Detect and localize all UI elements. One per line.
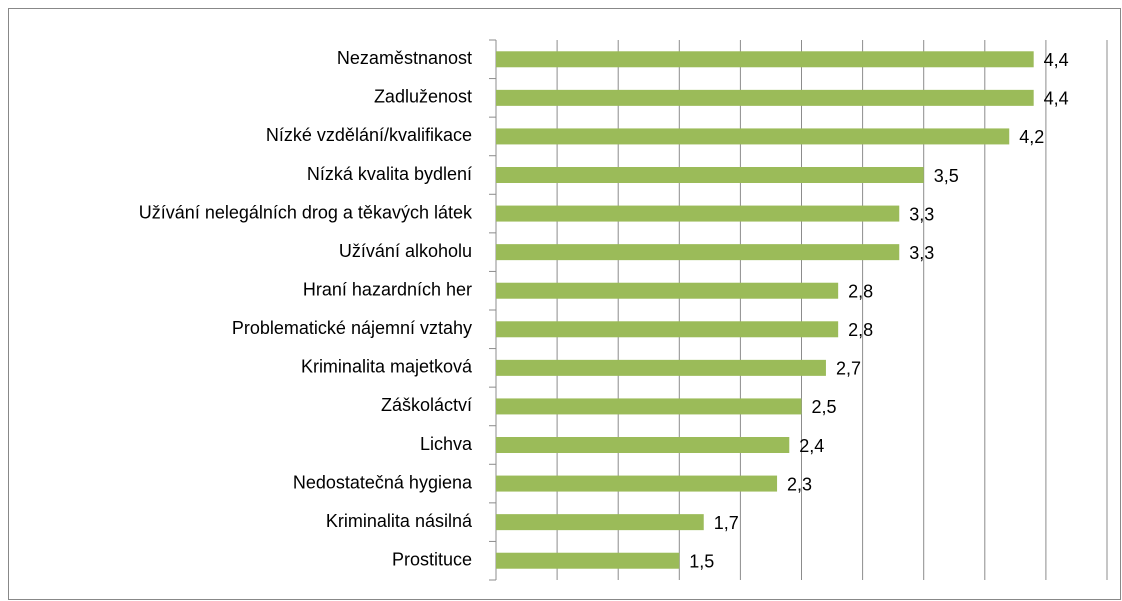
chart-border xyxy=(8,8,1121,600)
y-tick-label: Záškoláctví xyxy=(381,395,472,415)
value-label: 1,7 xyxy=(714,513,739,533)
bar xyxy=(496,205,900,222)
bar xyxy=(496,475,778,492)
value-label: 3,3 xyxy=(909,204,934,224)
bar xyxy=(496,321,839,338)
bar xyxy=(496,552,680,569)
y-tick-label: Lichva xyxy=(420,434,473,454)
value-label: 4,4 xyxy=(1044,50,1069,70)
y-tick-label: Zadluženost xyxy=(374,87,472,107)
bar xyxy=(496,89,1034,106)
y-tick-label: Hraní hazardních her xyxy=(303,279,472,299)
y-tick-label: Nezaměstnanost xyxy=(337,48,472,68)
y-tick-label: Problematické nájemní vztahy xyxy=(232,318,472,338)
y-tick-label: Nedostatečná hygiena xyxy=(293,472,473,492)
y-tick-label: Kriminalita násilná xyxy=(326,511,473,531)
y-tick-label: Užívání alkoholu xyxy=(339,241,472,261)
value-label: 2,5 xyxy=(812,397,837,417)
bar xyxy=(496,128,1010,145)
bar xyxy=(496,244,900,261)
y-tick-label: Prostituce xyxy=(392,549,472,569)
bar xyxy=(496,514,704,531)
y-tick-label: Nízká kvalita bydlení xyxy=(307,164,472,184)
y-tick-label: Kriminalita majetková xyxy=(301,357,473,377)
bar xyxy=(496,398,802,415)
value-label: 1,5 xyxy=(689,551,714,571)
value-label: 2,4 xyxy=(799,436,824,456)
value-label: 2,7 xyxy=(836,359,861,379)
value-label: 4,2 xyxy=(1019,127,1044,147)
bar xyxy=(496,282,839,299)
value-label: 2,3 xyxy=(787,474,812,494)
value-label: 3,5 xyxy=(934,166,959,186)
y-tick-label: Užívání nelegálních drog a těkavých láte… xyxy=(139,202,473,222)
bar xyxy=(496,359,826,376)
value-label: 4,4 xyxy=(1044,89,1069,109)
value-label: 3,3 xyxy=(909,243,934,263)
bar xyxy=(496,437,790,453)
y-tick-label: Nízké vzdělání/kvalifikace xyxy=(266,125,472,145)
value-label: 2,8 xyxy=(848,281,873,301)
bar xyxy=(496,167,924,183)
bar xyxy=(496,51,1034,68)
value-label: 2,8 xyxy=(848,320,873,340)
